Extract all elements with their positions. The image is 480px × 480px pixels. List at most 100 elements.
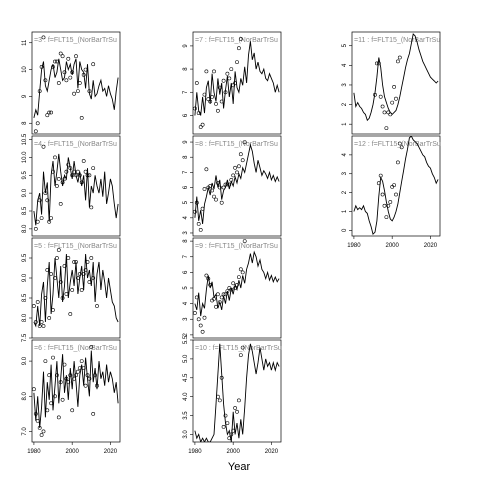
observation-point <box>233 81 238 85</box>
y-tick-label: 9 <box>183 44 189 48</box>
observation-point <box>60 54 65 59</box>
series-marks <box>193 37 280 129</box>
observation-point <box>81 272 86 276</box>
observation-point <box>386 203 391 208</box>
observation-point <box>51 308 55 312</box>
observation-point <box>41 35 46 40</box>
observation-point <box>74 173 78 178</box>
observation-point <box>210 188 215 193</box>
observation-point <box>72 169 77 174</box>
y-tick-label: 2 <box>342 102 348 106</box>
panel-title: =8 : f=FLT15_(NorBarTrSu <box>195 141 278 148</box>
y-tick-label: 4 <box>342 63 348 67</box>
observation-point <box>229 432 234 437</box>
series-marks <box>32 345 119 437</box>
observation-point <box>204 69 209 74</box>
panel-title: =6 : f=FLT15_(NorBarTrSu <box>34 345 117 352</box>
observation-point <box>62 264 67 268</box>
observation-point <box>79 116 84 120</box>
observation-point <box>200 329 205 334</box>
x-tick-label: 2020 <box>104 449 118 455</box>
y-tick-label: 3 <box>183 231 189 235</box>
observation-point <box>233 406 238 410</box>
observation-point <box>204 273 209 278</box>
observation-point <box>390 184 395 189</box>
model-line <box>33 58 119 119</box>
panel-title: =12 : f=FLT15_(NorBarTrSu <box>354 141 441 148</box>
observation-point <box>81 366 86 371</box>
observation-point <box>56 415 61 420</box>
y-tick-label: 8 <box>22 121 28 125</box>
observation-point <box>64 169 69 174</box>
observation-point <box>219 200 224 205</box>
observation-point <box>196 111 201 116</box>
y-tick-label: 7 <box>183 254 189 258</box>
observation-point <box>217 85 222 90</box>
observation-point <box>70 70 75 75</box>
observation-point <box>58 380 63 385</box>
observation-point <box>235 409 239 414</box>
observation-point <box>66 56 71 61</box>
observation-point <box>81 73 86 77</box>
y-tick-label: 5.5 <box>183 335 189 344</box>
observation-point <box>392 183 397 188</box>
y-tick-label: 10.5 <box>22 133 28 145</box>
y-tick-label: 5 <box>183 286 189 290</box>
observation-point <box>68 75 73 80</box>
observation-point <box>74 260 78 264</box>
observation-point <box>41 324 46 328</box>
observation-point <box>193 106 197 111</box>
x-tick-label: 2000 <box>65 449 79 455</box>
y-tick-label: 9.5 <box>22 253 28 262</box>
observation-point <box>217 185 222 190</box>
observation-point <box>85 373 90 378</box>
observation-point <box>223 182 228 187</box>
observation-point <box>208 282 213 287</box>
observation-point <box>373 92 377 97</box>
series-marks <box>353 136 439 235</box>
observation-point <box>394 96 398 101</box>
observation-point <box>89 256 94 260</box>
observation-point <box>388 112 393 117</box>
panel-8: =10 : f=FLT15_(NorBarTrSu 3.0 3.5 4.0 4.5 5.0… <box>183 335 282 455</box>
observation-point <box>77 366 82 371</box>
observation-point <box>95 304 99 308</box>
observation-point <box>240 158 245 163</box>
panel-frame <box>351 135 441 237</box>
observation-point <box>37 89 42 94</box>
observation-point <box>223 413 228 418</box>
observation-point <box>58 51 63 56</box>
y-tick-label: 9.0 <box>22 188 28 197</box>
observation-point <box>231 281 236 286</box>
observation-point <box>378 94 383 99</box>
observation-point <box>223 90 228 95</box>
y-tick-label: 8.0 <box>22 224 28 233</box>
observation-point <box>221 78 226 83</box>
panel-frame <box>31 237 121 339</box>
observation-point <box>194 295 199 300</box>
observation-point <box>225 182 230 187</box>
y-tick-label: 3 <box>342 83 348 87</box>
observation-point <box>193 209 197 214</box>
observation-point <box>47 219 52 224</box>
observation-point <box>225 421 230 426</box>
observation-point <box>45 198 50 203</box>
panel-5: =7 : f=FLT15_(NorBarTrSu 6 7 8 9 <box>183 31 282 135</box>
observation-point <box>87 376 92 381</box>
observation-point <box>236 398 241 403</box>
observation-point <box>214 102 218 106</box>
x-tick-label: 2020 <box>424 243 438 249</box>
observation-point <box>388 200 393 204</box>
observation-point <box>382 203 387 208</box>
observation-point <box>62 362 67 367</box>
model-line <box>33 153 119 226</box>
panel-title: =11 : f=FLT15_(NorBarTrSu <box>354 37 440 44</box>
observation-point <box>91 276 96 280</box>
observation-point <box>196 221 201 226</box>
observation-point <box>225 71 230 76</box>
observation-point <box>33 226 38 231</box>
observation-point <box>240 345 245 350</box>
y-tick-label: 1 <box>342 209 348 213</box>
observation-point <box>206 276 211 281</box>
observation-point <box>72 91 77 96</box>
